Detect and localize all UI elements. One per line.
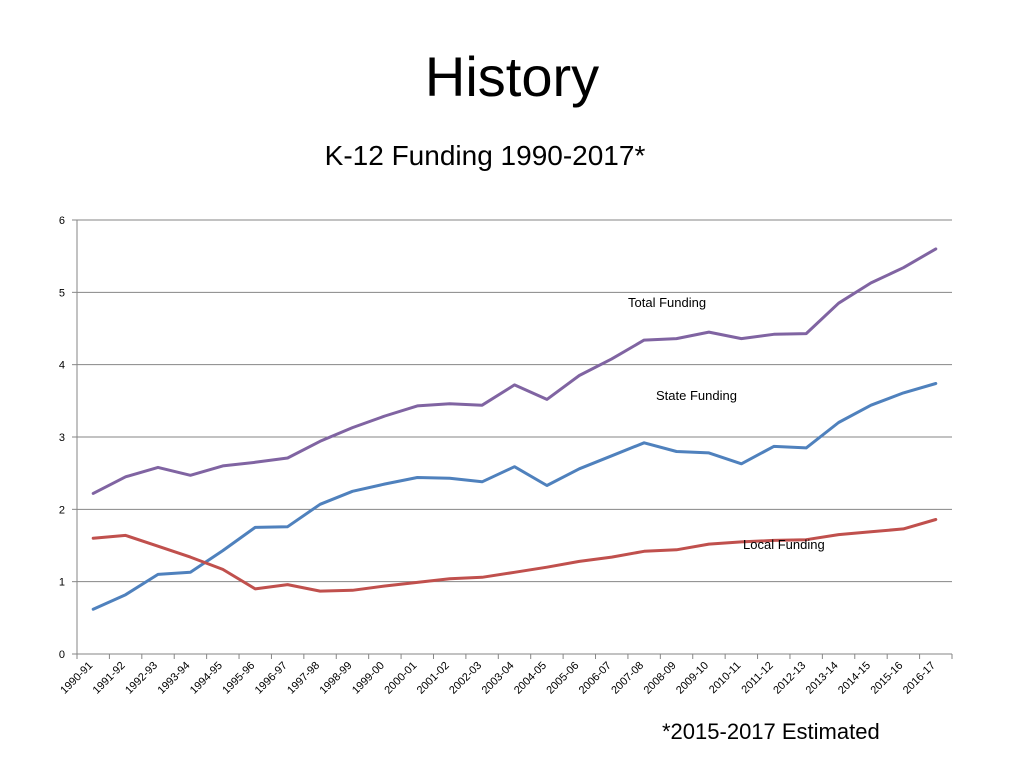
x-tick-label: 2005-06 [544,660,581,697]
series-line-state-funding [91,382,938,611]
x-tick-label: 1999-00 [350,660,387,697]
annotation-state-funding: State Funding [656,388,737,403]
x-tick-label: 2006-07 [577,660,614,697]
x-tick-label: 2014-15 [836,660,873,697]
y-tick-label: 6 [59,215,65,227]
x-tick-label: 2016-17 [901,660,938,697]
annotation-total-funding: Total Funding [628,295,706,310]
chart-title: K-12 Funding 1990-2017* [324,140,646,171]
y-tick-label: 0 [59,649,65,661]
x-tick-label: 2015-16 [868,660,905,697]
tick-labels: 0 1 2 3 4 5 6 1990-911991-921992-931993-941994-… [58,215,938,697]
x-tick-label: 1998-99 [318,660,355,697]
x-tick-label: 1993-94 [156,660,193,697]
series-annotations: Total Funding State Funding Local Funding [628,295,825,552]
y-tick-label: 2 [59,504,65,516]
x-tick-label: 2002-03 [447,660,484,697]
series-lines [91,247,938,611]
x-tick-label: 2000-01 [382,660,419,697]
x-tick-label: 1997-98 [285,660,322,697]
x-tick-label: 1990-91 [58,660,95,697]
y-tick-label: 4 [59,360,65,372]
x-tick-label: 2012-13 [771,660,808,697]
x-tick-label: 1996-97 [253,660,290,697]
y-tick-label: 1 [59,577,65,589]
x-tick-label: 1992-93 [123,660,160,697]
x-tick-label: 2010-11 [707,660,743,696]
footnote: *2015-2017 Estimated [662,719,880,744]
x-tick-label: 1994-95 [188,660,225,697]
x-tick-label: 2003-04 [480,660,517,697]
axes [72,219,953,659]
x-tick-label: 2013-14 [804,660,841,697]
x-tick-label: 2008-09 [642,660,679,697]
annotation-local-funding: Local Funding [743,537,825,552]
gridlines [77,219,952,583]
x-tick-label: 2011-12 [739,660,775,696]
series-line-local-funding [91,518,938,593]
slide-title: History [424,45,600,108]
x-tick-label: 1991-92 [91,660,128,697]
y-tick-label: 5 [59,287,65,299]
x-tick-label: 1995-96 [220,660,257,697]
x-tick-label: 2004-05 [512,660,549,697]
x-tick-label: 2001-02 [415,660,452,697]
y-tick-label: 3 [59,432,65,444]
x-tick-label: 2007-08 [609,660,646,697]
series-line-total-funding [91,247,938,495]
x-tick-label: 2009-10 [674,660,711,697]
